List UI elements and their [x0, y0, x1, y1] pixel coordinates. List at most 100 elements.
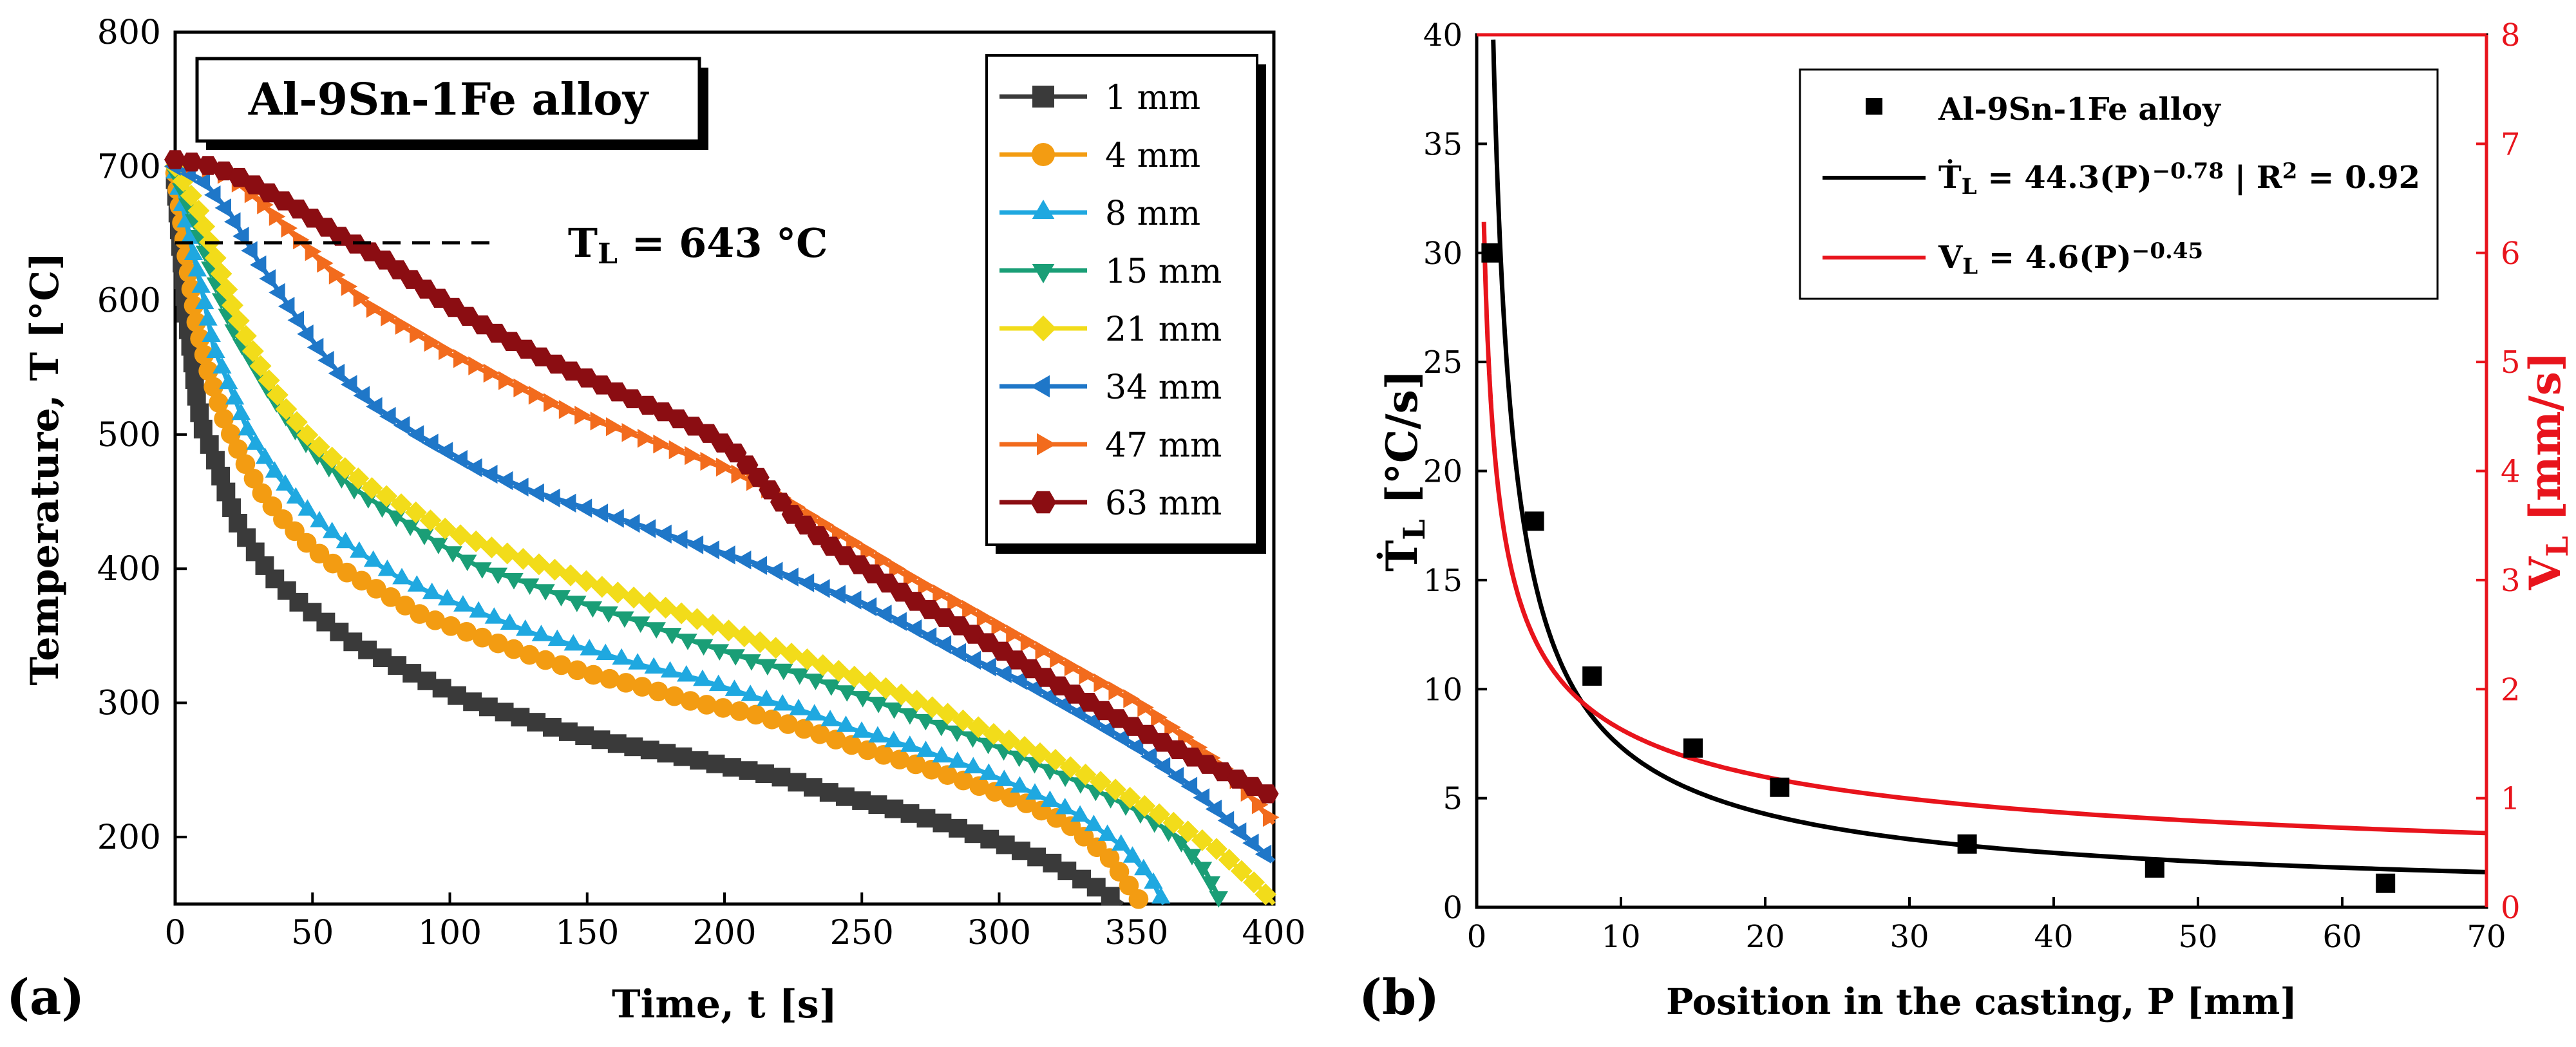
data-point	[1020, 659, 1043, 679]
data-point	[1126, 737, 1144, 757]
data-point	[1035, 641, 1052, 660]
data-point	[1151, 708, 1168, 727]
data-point	[457, 621, 477, 642]
legend-marker	[1032, 200, 1055, 219]
data-point	[921, 696, 943, 719]
data-point	[703, 540, 719, 560]
data-point	[964, 824, 983, 844]
panel-b-label: (b)	[1359, 968, 1439, 1026]
data-point	[184, 243, 204, 260]
data-point	[953, 770, 974, 791]
data-point	[884, 703, 904, 719]
data-point	[544, 393, 560, 412]
data-point	[794, 719, 814, 739]
data-point	[515, 339, 538, 359]
data-point	[520, 578, 540, 595]
legend-item-47-mm: 47 mm	[999, 426, 1222, 465]
data-point	[415, 529, 434, 545]
data-point	[228, 439, 248, 459]
data-point	[466, 458, 482, 478]
data-point	[664, 686, 685, 706]
x-tick-label: 200	[692, 914, 756, 952]
data-point	[1255, 883, 1277, 905]
data-point	[868, 726, 887, 743]
right-y-tick-label: 1	[2501, 781, 2521, 817]
data-point	[1040, 790, 1060, 807]
data-point	[1182, 849, 1202, 865]
data-point	[1092, 701, 1115, 721]
data-point	[1209, 891, 1228, 908]
legend-label: 47 mm	[1105, 426, 1222, 465]
data-point	[395, 316, 412, 335]
data-point	[1119, 787, 1141, 809]
data-point	[836, 715, 856, 732]
data-point	[504, 573, 524, 590]
legend-marker	[1037, 433, 1056, 456]
series-15-mm	[166, 167, 1228, 908]
data-point	[639, 519, 656, 538]
data-point	[558, 400, 576, 419]
data-point	[410, 324, 426, 344]
data-point	[545, 354, 567, 374]
legend-item-15-mm: 15 mm	[999, 252, 1222, 291]
data-point	[591, 504, 608, 523]
data-point	[206, 341, 225, 358]
scatter-point	[1683, 738, 1703, 758]
data-point	[607, 509, 624, 528]
left-y-tick-label: 35	[1423, 126, 1463, 162]
data-point	[746, 704, 766, 725]
data-point	[213, 357, 232, 374]
data-point	[193, 172, 210, 192]
panel-a-chart: 0 50 100 150 200 250 300 350 400 200 300 400 500 600 7…	[6, 14, 1306, 1027]
data-point	[551, 590, 571, 607]
data-point	[599, 606, 618, 623]
data-point	[1109, 862, 1130, 882]
data-point	[979, 763, 998, 780]
right-y-tick-label: 4	[2501, 454, 2521, 490]
data-point	[375, 485, 398, 507]
data-point	[395, 596, 415, 616]
data-point	[980, 657, 996, 677]
panel-a-title: Al-9Sn-1Fe alloy	[248, 74, 650, 126]
data-point	[500, 613, 520, 630]
data-point	[1122, 846, 1142, 863]
data-point	[596, 643, 615, 660]
data-point	[1177, 820, 1199, 843]
data-point	[918, 576, 934, 596]
data-point	[868, 795, 887, 815]
data-point	[623, 514, 640, 533]
data-point	[393, 416, 410, 435]
data-point	[662, 628, 682, 645]
data-point	[204, 377, 223, 397]
data-point	[904, 592, 927, 611]
data-point	[766, 561, 783, 581]
legend-label: 15 mm	[1105, 252, 1222, 291]
data-point	[379, 406, 396, 426]
data-point	[1181, 748, 1204, 767]
data-point	[724, 679, 744, 696]
data-point	[889, 750, 910, 769]
data-point	[700, 451, 717, 471]
data-point	[762, 709, 782, 730]
x-tick-label: 150	[555, 914, 619, 952]
data-point	[1164, 717, 1181, 737]
data-point	[772, 768, 791, 787]
data-point	[353, 288, 370, 308]
data-point	[275, 398, 298, 420]
data-point	[334, 457, 356, 479]
y-tick-label: 500	[97, 416, 161, 455]
panel-b-left-axis-label: ṪL [°C/s]	[1377, 370, 1432, 572]
data-point	[948, 616, 971, 636]
data-point	[819, 783, 838, 802]
legend-item-4-mm: 4 mm	[999, 137, 1200, 175]
legend-item-63-mm: 63 mm	[999, 484, 1222, 523]
legend-label: 4 mm	[1105, 137, 1200, 175]
data-point	[1255, 844, 1272, 864]
data-point	[687, 535, 704, 554]
data-point	[1191, 829, 1213, 851]
data-point	[1137, 698, 1154, 717]
legend-item-8-mm: 8 mm	[999, 194, 1200, 233]
legend-marker	[1032, 143, 1055, 166]
data-point	[1123, 689, 1140, 708]
data-point	[488, 633, 508, 654]
